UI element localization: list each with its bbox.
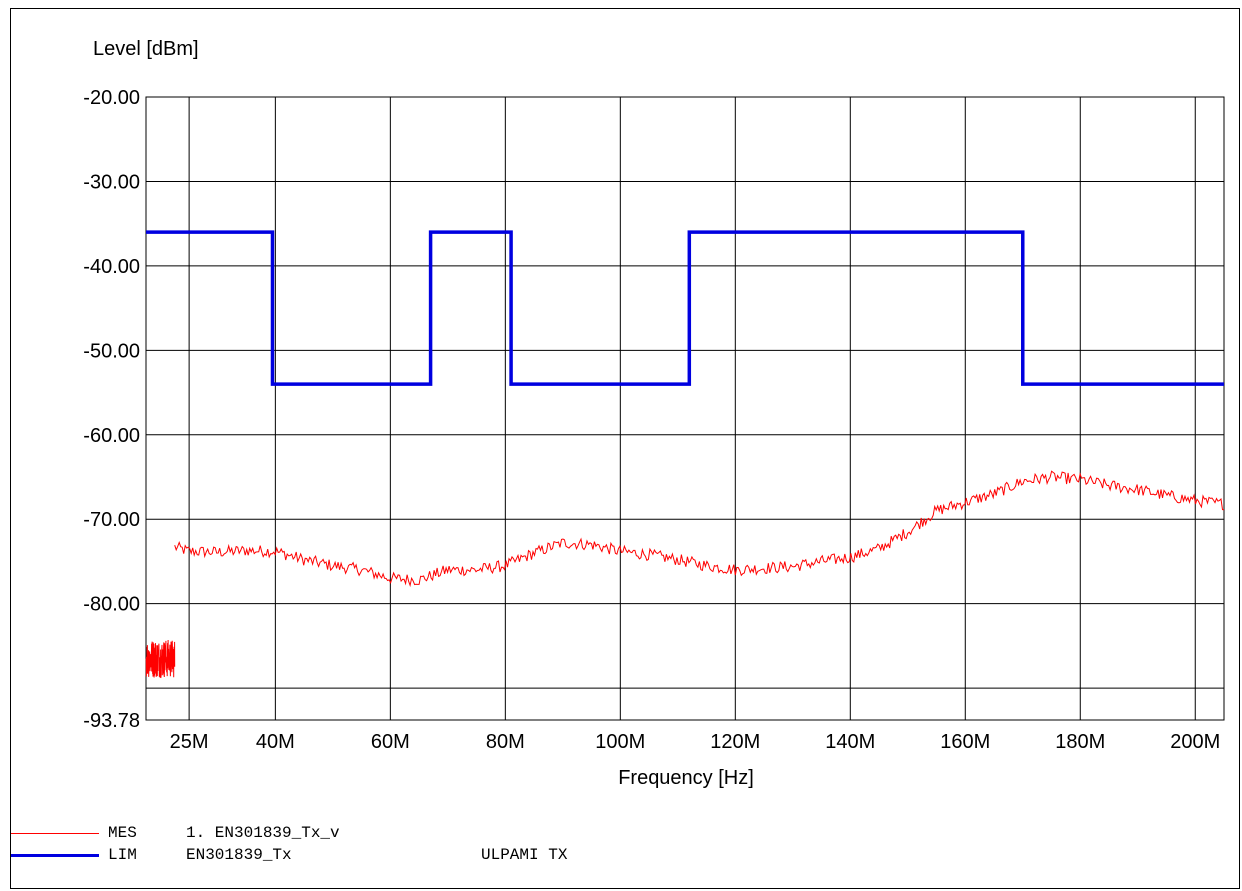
legend-swatch-lim xyxy=(11,854,99,857)
y-tick-label: -20.00 xyxy=(83,87,140,109)
y-axis-label: Level [dBm] xyxy=(93,38,199,60)
legend-name-mes: 1. EN301839_Tx_v xyxy=(186,824,340,842)
y-tick-label: -80.00 xyxy=(83,594,140,616)
y-tick-label: -70.00 xyxy=(83,509,140,531)
x-tick-label: 25M xyxy=(170,731,209,753)
x-tick-label: 180M xyxy=(1055,731,1105,753)
legend-swatch-mes xyxy=(11,833,99,834)
x-tick-label: 140M xyxy=(825,731,875,753)
x-tick-label: 80M xyxy=(486,731,525,753)
legend-tag-mes: MES xyxy=(108,824,137,842)
x-tick-label: 200M xyxy=(1170,731,1220,753)
series-line-lim xyxy=(146,230,1224,386)
level-vs-frequency-chart: -20.00 -30.00 -40.00 -50.00 -60.00 -70.00 -80.… xyxy=(83,38,1225,789)
y-tick-label: -40.00 xyxy=(83,256,140,278)
x-tick-label: 40M xyxy=(256,731,295,753)
y-tick-label: -50.00 xyxy=(83,340,140,362)
plot-area-border xyxy=(145,96,1225,721)
x-tick-label: 100M xyxy=(595,731,645,753)
x-axis-label: Frequency [Hz] xyxy=(618,767,754,789)
x-tick-label: 60M xyxy=(371,731,410,753)
legend-name-lim: EN301839_Tx xyxy=(186,846,292,864)
y-tick-label: -93.78 xyxy=(83,710,140,732)
x-tick-label: 120M xyxy=(710,731,760,753)
series-line-mes-segment-1 xyxy=(145,639,176,679)
y-tick-label: -30.00 xyxy=(83,171,140,193)
legend-note-lim: ULPAMI TX xyxy=(481,846,568,864)
y-tick-label: -60.00 xyxy=(83,425,140,447)
legend-tag-lim: LIM xyxy=(108,846,137,864)
chart-frame: -20.00 -30.00 -40.00 -50.00 -60.00 -70.00 -80.… xyxy=(10,8,1240,889)
series-line-mes xyxy=(174,470,1225,588)
x-tick-label: 160M xyxy=(940,731,990,753)
